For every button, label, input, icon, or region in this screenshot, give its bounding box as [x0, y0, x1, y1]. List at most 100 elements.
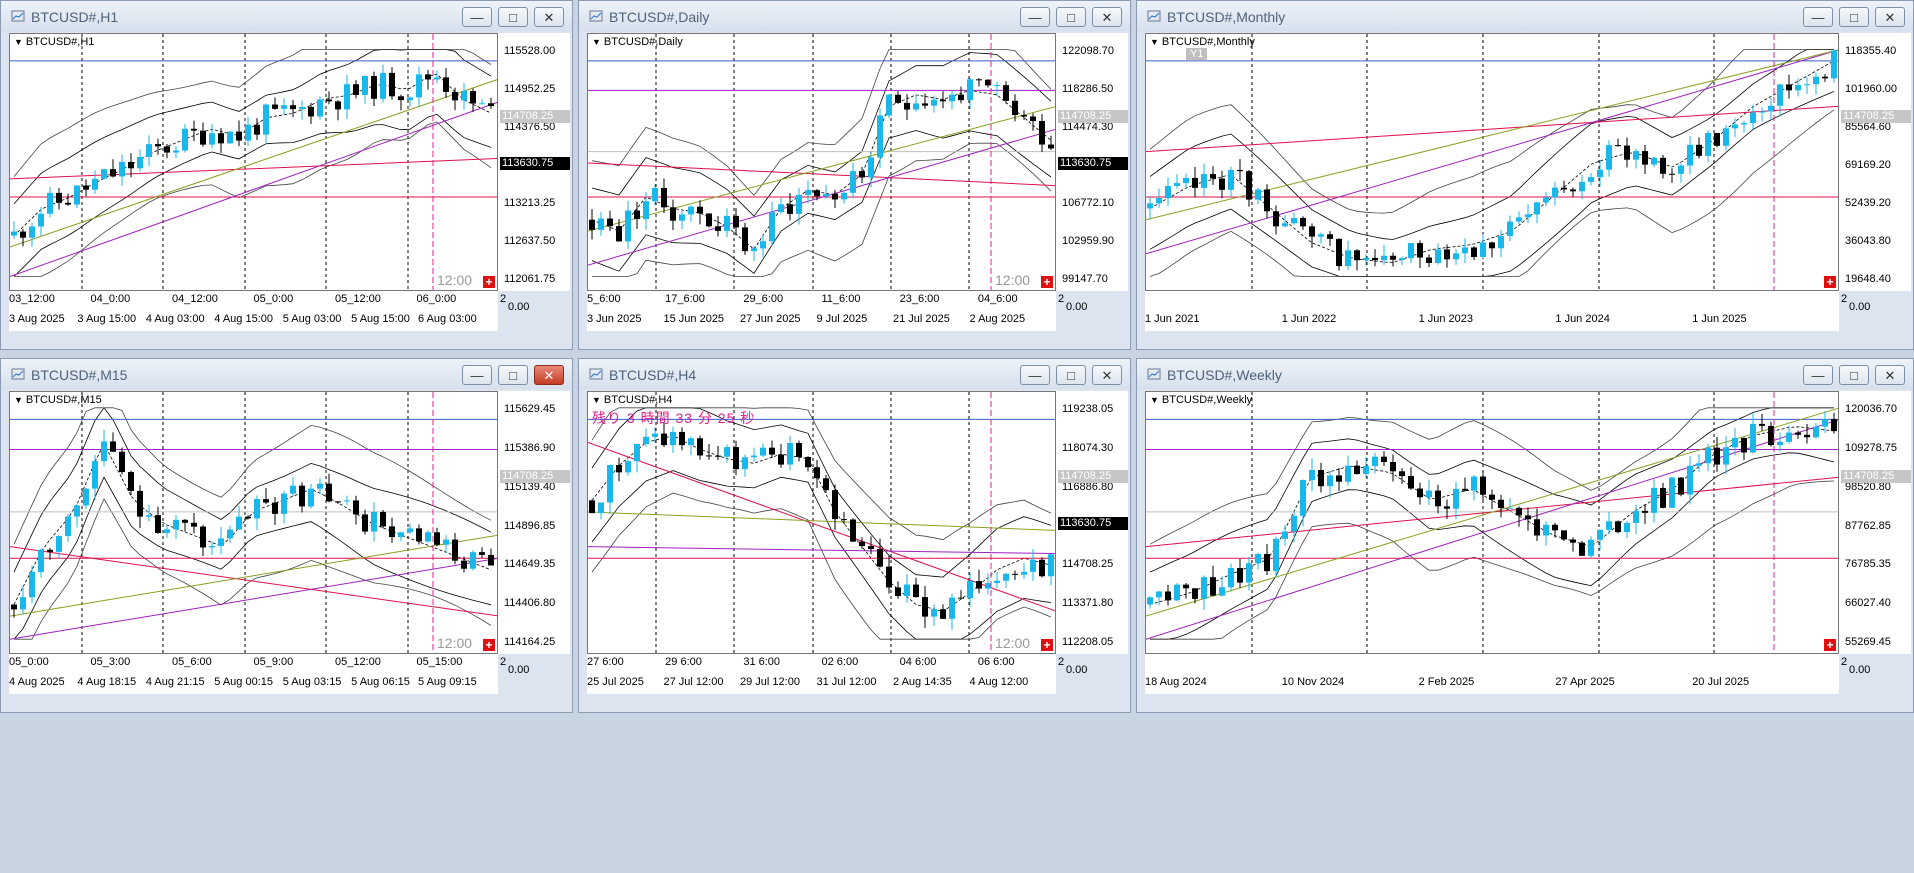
maximize-button[interactable]: □: [1839, 7, 1869, 27]
candle-body: [1462, 247, 1468, 254]
chart-window-weekly[interactable]: BTCUSD#,Weekly — □ ✕ ▼ BTCUSD#,Weekly +120036.…: [1136, 358, 1914, 713]
ask-price-tag: 114708.25: [500, 469, 570, 483]
chart-window-monthly[interactable]: BTCUSD#,Monthly — □ ✕ ▼ BTCUSD#,Monthly Y1 +118…: [1136, 0, 1914, 350]
time-axis[interactable]: 1 Jun 2021 1 Jun 2022 1 Jun 2023 1 Jun 2024…: [1145, 291, 1839, 331]
time-axis[interactable]: 27 6:00 29 6:00 31 6:00 02 6:00 04 6:00 06 6:…: [587, 654, 1056, 694]
add-indicator-button[interactable]: +: [1824, 639, 1836, 651]
close-button[interactable]: ✕: [534, 365, 564, 385]
chart-window-daily[interactable]: BTCUSD#,Daily — □ ✕ ▼ BTCUSD#,Daily 12:00 +1220…: [578, 0, 1131, 350]
candle-body: [1741, 437, 1747, 453]
candle-body: [1318, 234, 1324, 237]
candle-body: [1759, 423, 1765, 426]
price-tick-label: 115386.90: [504, 441, 556, 454]
price-axis[interactable]: 122098.70118286.50114474.30110662.101067…: [1056, 33, 1128, 313]
chart-symbol-label[interactable]: ▼ BTCUSD#,Monthly: [1150, 36, 1255, 48]
dropdown-triangle-icon[interactable]: ▼: [592, 37, 601, 47]
window-titlebar[interactable]: BTCUSD#,Monthly — □ ✕: [1137, 1, 1913, 31]
candle-body: [1453, 253, 1459, 260]
chart-symbol-label[interactable]: ▼ BTCUSD#,Weekly: [1150, 394, 1252, 406]
dropdown-triangle-icon[interactable]: ▼: [1150, 37, 1159, 47]
window-titlebar[interactable]: BTCUSD#,M15 — □ ✕: [1, 359, 572, 389]
price-axis[interactable]: 115629.45 115386.90 115139.40 114896.85 1146…: [498, 391, 570, 676]
candle-body: [191, 128, 197, 131]
maximize-button[interactable]: □: [498, 7, 528, 27]
maximize-button[interactable]: □: [1839, 365, 1869, 385]
chart-symbol-label[interactable]: ▼ BTCUSD#,H4: [592, 394, 672, 406]
chart-plot-area[interactable]: ▼ BTCUSD#,M15 12:00 +: [9, 391, 498, 654]
maximize-button[interactable]: □: [498, 365, 528, 385]
add-indicator-button[interactable]: +: [483, 276, 495, 288]
price-axis[interactable]: 119238.05118074.30116886.80115723.051147…: [1056, 391, 1128, 676]
scale-zero-label: 0.00: [1066, 301, 1088, 313]
trend-line-purple: [10, 101, 497, 277]
time-axis[interactable]: 05_0:00 05_3:00 05_6:00 05_9:00 05_12:00 05_1…: [9, 654, 498, 694]
dropdown-triangle-icon[interactable]: ▼: [14, 37, 23, 47]
candle-body: [652, 433, 658, 437]
maximize-button[interactable]: □: [1056, 7, 1086, 27]
minimize-button[interactable]: —: [1803, 365, 1833, 385]
time-axis[interactable]: 03_12:00 04_0:00 04_12:00 05_0:00 05_12:00 06…: [9, 291, 498, 331]
candle-body: [155, 515, 161, 533]
chart-plot-area[interactable]: ▼ BTCUSD#,Daily 12:00 +: [587, 33, 1056, 291]
close-button[interactable]: ✕: [1875, 365, 1905, 385]
candle-body: [1030, 559, 1036, 572]
candle-body: [1714, 447, 1720, 465]
candle-body: [1795, 84, 1801, 91]
chart-symbol-label[interactable]: ▼ BTCUSD#,M15: [14, 394, 102, 406]
chart-symbol-label[interactable]: ▼ BTCUSD#,Daily: [592, 36, 683, 48]
window-titlebar[interactable]: BTCUSD#,H4 — □ ✕: [579, 359, 1130, 389]
price-axis[interactable]: 115528.00114952.25114376.50113800.751132…: [498, 33, 570, 313]
minimize-button[interactable]: —: [462, 7, 492, 27]
close-button[interactable]: ✕: [534, 7, 564, 27]
candle-body: [245, 516, 251, 519]
window-titlebar[interactable]: BTCUSD#,Weekly — □ ✕: [1137, 359, 1913, 389]
candle-body: [74, 505, 80, 517]
chart-window-h1[interactable]: BTCUSD#,H1— □ ✕ ▼ BTCUSD#,H1 12:00 +115528.00 1…: [0, 0, 573, 350]
close-button[interactable]: ✕: [1092, 7, 1122, 27]
chart-window-m15[interactable]: BTCUSD#,M15 — □ ✕ ▼ BTCUSD#,M15 12:00 +115629.4…: [0, 358, 573, 713]
close-button[interactable]: ✕: [1875, 7, 1905, 27]
dropdown-triangle-icon[interactable]: ▼: [592, 395, 601, 405]
candle-body: [634, 210, 640, 220]
maximize-button[interactable]: □: [1056, 365, 1086, 385]
minimize-button[interactable]: —: [1020, 365, 1050, 385]
candle-body: [461, 90, 467, 101]
add-indicator-button[interactable]: +: [1041, 276, 1053, 288]
time-axis[interactable]: 5_6:00 17_6:00 29_6:00 11_6:00 23_6:00 04_6:0…: [587, 291, 1056, 331]
minimize-button[interactable]: —: [1803, 7, 1833, 27]
price-tick-label: 85564.60: [1845, 121, 1891, 133]
maximize-icon: □: [509, 9, 517, 25]
chart-symbol-label[interactable]: ▼ BTCUSD#,H1: [14, 36, 94, 48]
window-titlebar[interactable]: BTCUSD#,H1 — □ ✕: [1, 1, 572, 31]
minimize-button[interactable]: —: [462, 365, 492, 385]
price-axis[interactable]: 120036.70 109278.75 98520.80 87762.85 76785.…: [1839, 391, 1911, 676]
chart-window-h4[interactable]: BTCUSD#,H4— □ ✕ ▼ BTCUSD#,H4 残り 3 時間 33 分 25 …: [578, 358, 1131, 713]
price-tick-label: 114649.35: [504, 558, 556, 571]
candle-body: [931, 99, 937, 106]
chart-plot-area[interactable]: ▼ BTCUSD#,H1 12:00 +: [9, 33, 498, 291]
dropdown-triangle-icon[interactable]: ▼: [1150, 395, 1159, 405]
candle-body: [985, 79, 991, 86]
time-tick-label: 05_12:00: [335, 656, 381, 668]
candle-body: [724, 215, 730, 231]
candle-body: [1678, 165, 1684, 174]
candle-body: [1804, 84, 1810, 86]
candle-body: [796, 194, 802, 214]
window-titlebar[interactable]: BTCUSD#,Daily — □ ✕: [579, 1, 1130, 31]
window-title: BTCUSD#,M15: [31, 367, 128, 383]
close-button[interactable]: ✕: [1092, 365, 1122, 385]
chart-plot-area[interactable]: ▼ BTCUSD#,Monthly Y1 +: [1145, 33, 1839, 291]
add-indicator-button[interactable]: +: [483, 639, 495, 651]
candle-body: [83, 488, 89, 506]
minimize-button[interactable]: —: [1020, 7, 1050, 27]
add-indicator-button[interactable]: +: [1041, 639, 1053, 651]
time-axis[interactable]: 18 Aug 2024 10 Nov 2024 2 Feb 2025 27 Apr 2…: [1145, 654, 1839, 694]
minimize-icon: —: [470, 9, 484, 25]
chart-plot-area[interactable]: ▼ BTCUSD#,H4 残り 3 時間 33 分 25 秒 12:00 +: [587, 391, 1056, 654]
add-indicator-button[interactable]: +: [1824, 276, 1836, 288]
price-axis[interactable]: 118355.40 101960.00 85564.60 69169.20 52439.…: [1839, 33, 1911, 313]
candle-body: [1831, 419, 1837, 432]
chart-plot-area[interactable]: ▼ BTCUSD#,Weekly +: [1145, 391, 1839, 654]
candle-body: [20, 597, 26, 610]
dropdown-triangle-icon[interactable]: ▼: [14, 395, 23, 405]
